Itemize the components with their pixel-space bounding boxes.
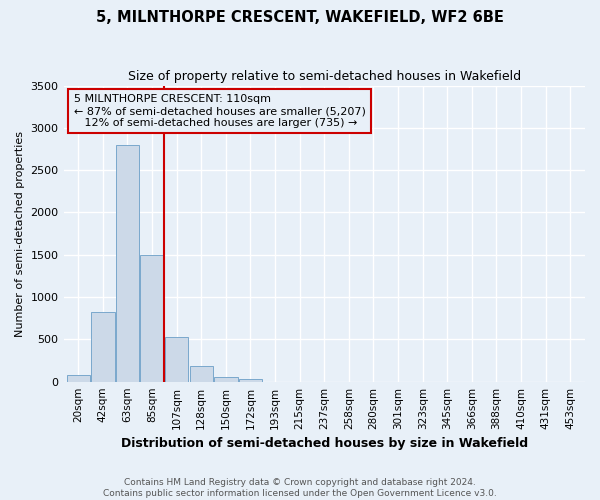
Bar <box>190 366 213 382</box>
Text: Contains HM Land Registry data © Crown copyright and database right 2024.
Contai: Contains HM Land Registry data © Crown c… <box>103 478 497 498</box>
Text: 5, MILNTHORPE CRESCENT, WAKEFIELD, WF2 6BE: 5, MILNTHORPE CRESCENT, WAKEFIELD, WF2 6… <box>96 10 504 25</box>
X-axis label: Distribution of semi-detached houses by size in Wakefield: Distribution of semi-detached houses by … <box>121 437 528 450</box>
Y-axis label: Number of semi-detached properties: Number of semi-detached properties <box>15 130 25 336</box>
Bar <box>140 255 164 382</box>
Bar <box>165 337 188 382</box>
Bar <box>116 145 139 382</box>
Title: Size of property relative to semi-detached houses in Wakefield: Size of property relative to semi-detach… <box>128 70 521 83</box>
Bar <box>214 376 238 382</box>
Text: 5 MILNTHORPE CRESCENT: 110sqm
← 87% of semi-detached houses are smaller (5,207)
: 5 MILNTHORPE CRESCENT: 110sqm ← 87% of s… <box>74 94 366 128</box>
Bar <box>91 312 115 382</box>
Bar <box>67 375 90 382</box>
Bar <box>239 379 262 382</box>
